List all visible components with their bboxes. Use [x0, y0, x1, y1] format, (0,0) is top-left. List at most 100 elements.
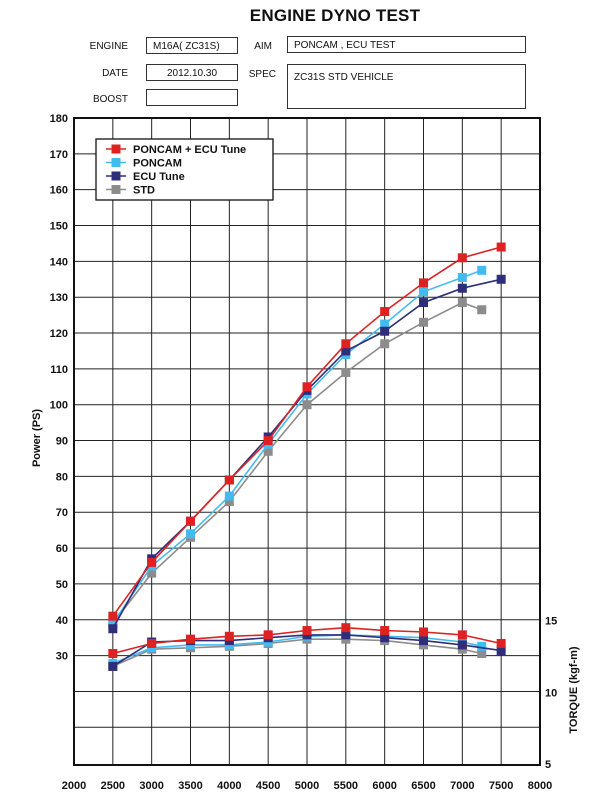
power-point	[147, 568, 157, 578]
power-point	[263, 446, 273, 456]
power-point	[341, 367, 351, 377]
y2-tick-label: 15	[545, 616, 557, 628]
power-point	[477, 305, 487, 315]
legend-label: ECU Tune	[133, 171, 185, 183]
x-tick-label: 8000	[528, 780, 552, 792]
y-tick-label: 110	[50, 364, 68, 376]
y-axis-title: Power (PS)	[31, 409, 43, 467]
power-point	[419, 287, 428, 297]
power-point	[496, 274, 506, 284]
y-tick-label: 120	[50, 328, 68, 340]
spec-value: ZC31S STD VEHICLE	[287, 64, 526, 109]
power-point	[380, 307, 390, 317]
y-tick-label: 100	[50, 400, 68, 412]
power-point	[224, 496, 234, 506]
x-tick-label: 3500	[178, 780, 202, 792]
y-tick-label: 90	[56, 436, 68, 448]
y2-axis-title: TORQUE (kgf-m)	[568, 646, 580, 734]
power-point	[457, 272, 467, 282]
power-point	[186, 516, 195, 526]
power-point	[108, 611, 118, 621]
torque-point	[341, 623, 351, 633]
torque-point	[419, 636, 428, 646]
torque-point	[147, 638, 157, 648]
plot-frame	[73, 117, 541, 766]
torque-point	[186, 634, 195, 644]
torque-point	[496, 646, 506, 656]
y-tick-label: 150	[50, 221, 68, 233]
torque-point	[457, 630, 467, 640]
engine-label: ENGINE	[89, 41, 128, 52]
torque-point	[477, 649, 487, 659]
power-point	[496, 242, 506, 252]
power-point	[457, 253, 467, 263]
y2-tick-label: 10	[545, 687, 557, 699]
power-point	[147, 557, 157, 567]
power-point	[341, 346, 351, 356]
y-tick-label: 160	[50, 185, 68, 197]
power-point	[108, 618, 118, 628]
boost-value	[146, 89, 238, 106]
y-tick-label: 40	[56, 615, 68, 627]
power-point	[419, 298, 428, 308]
legend-swatch-marker	[111, 185, 121, 194]
power-point	[302, 382, 312, 392]
torque-point	[108, 649, 118, 659]
power-point	[108, 624, 118, 634]
torque-point	[477, 641, 487, 651]
legend-swatch-marker	[111, 144, 121, 154]
torque-point	[380, 626, 390, 636]
y-tick-label: 130	[50, 292, 68, 304]
torque-point	[419, 627, 428, 637]
date-value: 2012.10.30	[146, 64, 238, 81]
engine-value: M16A( ZC31S)	[146, 37, 238, 54]
x-tick-label: 2000	[62, 780, 86, 792]
torque-point	[108, 661, 118, 671]
x-tick-label: 4000	[217, 780, 241, 792]
x-tick-label: 4500	[256, 780, 280, 792]
power-point	[341, 339, 351, 349]
chart-grid	[74, 118, 540, 765]
power-point	[224, 491, 234, 501]
y2-axis-ticks: 5 10 15	[545, 616, 557, 772]
torque-point	[263, 630, 273, 640]
power-point	[224, 475, 234, 485]
torque-point	[380, 633, 390, 643]
power-point	[419, 317, 428, 327]
x-axis-ticks: 2000 2500 3000 3500 4000 4500 5000 5500 6000 6500…	[62, 780, 552, 792]
torque-point	[457, 640, 467, 650]
x-tick-label: 5000	[295, 780, 319, 792]
date-label: DATE	[102, 68, 128, 79]
series-layer	[108, 242, 506, 671]
power-point	[186, 529, 195, 539]
legend-label: PONCAM	[133, 158, 182, 170]
y-axis-ticks: 30 40 50 60 70 80 90 100 110 120 130 140 150 160 170 18…	[50, 113, 68, 663]
y2-tick-label: 5	[545, 759, 551, 771]
y-tick-label: 70	[56, 507, 68, 519]
y-tick-label: 50	[56, 579, 68, 591]
x-tick-label: 6000	[372, 780, 396, 792]
x-tick-label: 5500	[334, 780, 358, 792]
legend-label: PONCAM + ECU Tune	[133, 144, 246, 156]
y-tick-label: 80	[56, 471, 68, 483]
boost-label: BOOST	[92, 94, 128, 105]
power-point	[419, 278, 428, 288]
power-point	[457, 298, 467, 308]
torque-point	[341, 630, 351, 640]
power-point	[302, 400, 312, 410]
y-tick-label: 180	[50, 113, 68, 125]
y-tick-label: 60	[56, 543, 68, 555]
power-point	[457, 283, 467, 293]
power-point	[380, 319, 390, 329]
torque-point	[224, 631, 234, 641]
x-tick-label: 6500	[411, 780, 435, 792]
power-point	[380, 326, 390, 336]
power-line	[112, 301, 483, 624]
power-point	[263, 436, 273, 446]
legend-label: STD	[133, 185, 155, 197]
x-tick-label: 2500	[101, 780, 125, 792]
spec-label: SPEC	[248, 69, 276, 80]
x-tick-label: 7500	[489, 780, 513, 792]
